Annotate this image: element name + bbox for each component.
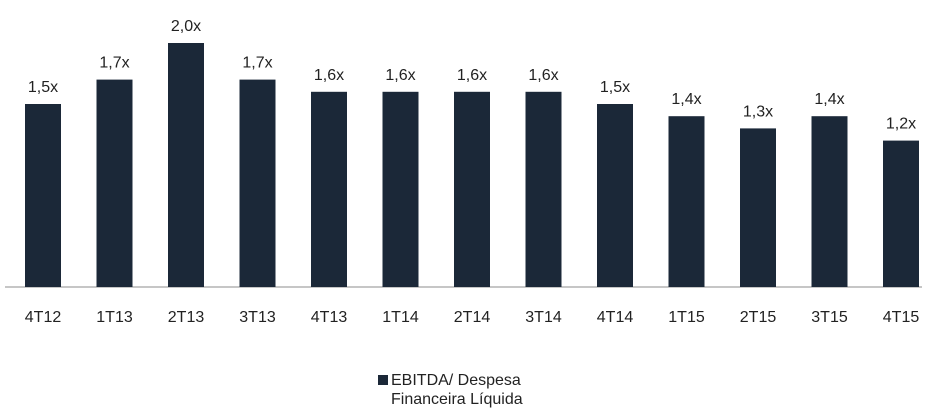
- data-label-2T13: 2,0x: [171, 18, 201, 35]
- x-tick-4T15: 4T15: [883, 309, 920, 326]
- x-tick-4T12: 4T12: [25, 309, 62, 326]
- x-tick-4T13: 4T13: [311, 309, 348, 326]
- x-tick-2T15: 2T15: [740, 309, 777, 326]
- data-label-1T15: 1,4x: [671, 91, 701, 108]
- data-label-1T14: 1,6x: [385, 67, 415, 84]
- bar-chart: 1,5x 4T12 1,7x 1T13 2,0x 2T13 1,7x 3T13 1,6x 4T13…: [5, 18, 922, 326]
- x-tick-1T13: 1T13: [96, 309, 133, 326]
- x-tick-3T15: 3T15: [811, 309, 848, 326]
- data-label-4T13: 1,6x: [314, 67, 344, 84]
- bar-4T15: [883, 140, 919, 287]
- x-tick-1T14: 1T14: [382, 309, 419, 326]
- data-label-3T15: 1,4x: [814, 91, 844, 108]
- x-tick-3T14: 3T14: [525, 309, 562, 326]
- bar-2T14: [454, 91, 490, 287]
- data-label-2T15: 1,3x: [743, 103, 773, 120]
- bar-4T12: [25, 104, 61, 287]
- legend-swatch: [378, 375, 388, 385]
- bar-3T13: [239, 79, 276, 287]
- legend-label: EBITDA/ Despesa Financeira Líquida: [391, 372, 523, 408]
- x-tick-4T14: 4T14: [597, 309, 634, 326]
- data-label-3T14: 1,6x: [528, 67, 558, 84]
- data-label-4T15: 1,2x: [886, 116, 916, 133]
- data-label-1T13: 1,7x: [99, 55, 129, 72]
- legend: EBITDA/ Despesa Financeira Líquida: [378, 371, 591, 409]
- x-tick-1T15: 1T15: [668, 309, 705, 326]
- bar-2T13: [168, 43, 204, 287]
- bar-1T14: [382, 91, 419, 287]
- data-label-2T14: 1,6x: [457, 67, 487, 84]
- bar-4T13: [311, 91, 347, 287]
- x-tick-2T14: 2T14: [454, 309, 491, 326]
- bar-1T13: [96, 79, 133, 287]
- bar-1T15: [668, 116, 705, 287]
- bar-3T14: [525, 91, 562, 287]
- data-label-3T13: 1,7x: [242, 55, 272, 72]
- bar-2T15: [740, 128, 776, 287]
- data-label-4T12: 1,5x: [28, 79, 58, 96]
- x-tick-3T13: 3T13: [239, 309, 276, 326]
- bar-3T15: [811, 116, 848, 287]
- data-label-4T14: 1,5x: [600, 79, 630, 96]
- x-tick-2T13: 2T13: [168, 309, 205, 326]
- bar-4T14: [597, 104, 633, 287]
